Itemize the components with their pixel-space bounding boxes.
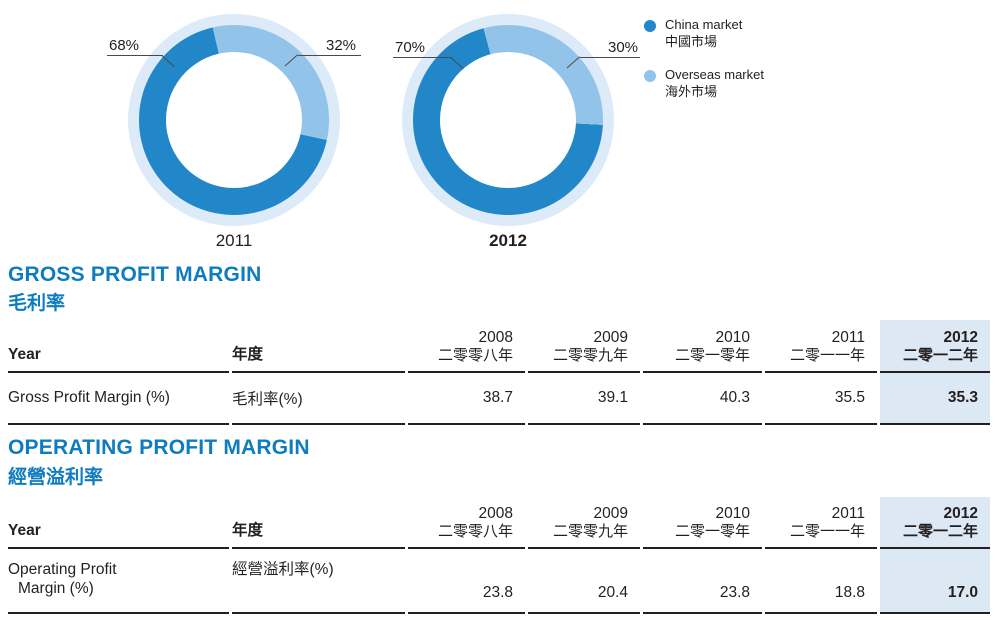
column-header-2012-highlighted: 2012 二零一二年 <box>880 497 990 549</box>
gross-profit-margin-table: Year 年度 2008 二零零八年 2009 二零零九年 2010 二零一零年 20… <box>8 320 990 425</box>
china-share-label-2011: 68% <box>109 37 140 54</box>
column-header-2010: 2010 二零一零年 <box>643 320 762 373</box>
column-header-2009: 2009 二零零九年 <box>528 320 640 373</box>
column-header-2011: 2011 二零一一年 <box>765 320 877 373</box>
operating-value-2012: 17.0 <box>880 549 990 614</box>
column-header-2010: 2010 二零一零年 <box>643 497 762 549</box>
section-title-gross-zh: 毛利率 <box>8 293 66 314</box>
legend-label-en: China market <box>665 17 743 32</box>
section-title-operating-en: OPERATING PROFIT MARGIN <box>8 436 310 459</box>
column-header-2012-highlighted: 2012 二零一二年 <box>880 320 990 373</box>
column-header-2008: 2008 二零零八年 <box>408 320 525 373</box>
operating-value-2008: 23.8 <box>408 549 525 614</box>
legend-label-zh: 海外市場 <box>665 83 718 99</box>
row-label-operating-en: Operating Profit Margin (%) <box>8 549 229 614</box>
row-label-operating-zh: 經營溢利率(%) <box>232 549 405 614</box>
gross-value-2009: 39.1 <box>528 373 640 425</box>
operating-value-2011: 18.8 <box>765 549 877 614</box>
callout-line <box>107 55 163 56</box>
operating-profit-margin-table: Year 年度 2008 二零零八年 2009 二零零九年 2010 二零一零年 20… <box>8 497 990 614</box>
donut-hole <box>166 52 302 188</box>
gross-value-2010: 40.3 <box>643 373 762 425</box>
donut-chart-2011 <box>128 14 340 226</box>
china-market-swatch-icon <box>644 20 656 32</box>
overseas-share-label-2011: 32% <box>326 37 357 54</box>
column-header-year-zh: 年度 <box>232 497 405 549</box>
section-title-operating-zh: 經營溢利率 <box>8 467 104 488</box>
column-header-2008: 2008 二零零八年 <box>408 497 525 549</box>
legend-item-overseas: Overseas market 海外市場 <box>644 67 764 100</box>
column-header-year-en: Year <box>8 320 229 373</box>
operating-value-2009: 20.4 <box>528 549 640 614</box>
legend-item-china: China market 中國市場 <box>644 17 764 50</box>
donut-hole <box>440 52 576 188</box>
operating-value-2010: 23.8 <box>643 549 762 614</box>
column-header-2009: 2009 二零零九年 <box>528 497 640 549</box>
gross-value-2011: 35.5 <box>765 373 877 425</box>
overseas-share-label-2012: 30% <box>608 39 639 56</box>
row-label-gross-en: Gross Profit Margin (%) <box>8 373 229 425</box>
callout-line <box>580 57 640 58</box>
donut-caption-2012: 2012 <box>489 231 527 250</box>
donut-caption-2011: 2011 <box>215 231 253 250</box>
donut-chart-2012 <box>402 14 614 226</box>
legend-label-en: Overseas market <box>665 67 764 83</box>
row-label-gross-zh: 毛利率(%) <box>232 373 405 425</box>
gross-value-2008: 38.7 <box>408 373 525 425</box>
section-title-gross-en: GROSS PROFIT MARGIN <box>8 263 262 286</box>
chart-legend: China market 中國市場 Overseas market 海外市場 <box>644 17 764 118</box>
legend-label-zh: 中國市場 <box>665 33 718 49</box>
china-share-label-2012: 70% <box>395 39 426 56</box>
column-header-2011: 2011 二零一一年 <box>765 497 877 549</box>
callout-line <box>393 57 452 58</box>
overseas-market-swatch-icon <box>644 70 656 83</box>
callout-line <box>298 55 361 56</box>
column-header-year-zh: 年度 <box>232 320 405 373</box>
gross-value-2012: 35.3 <box>880 373 990 425</box>
column-header-year-en: Year <box>8 497 229 549</box>
